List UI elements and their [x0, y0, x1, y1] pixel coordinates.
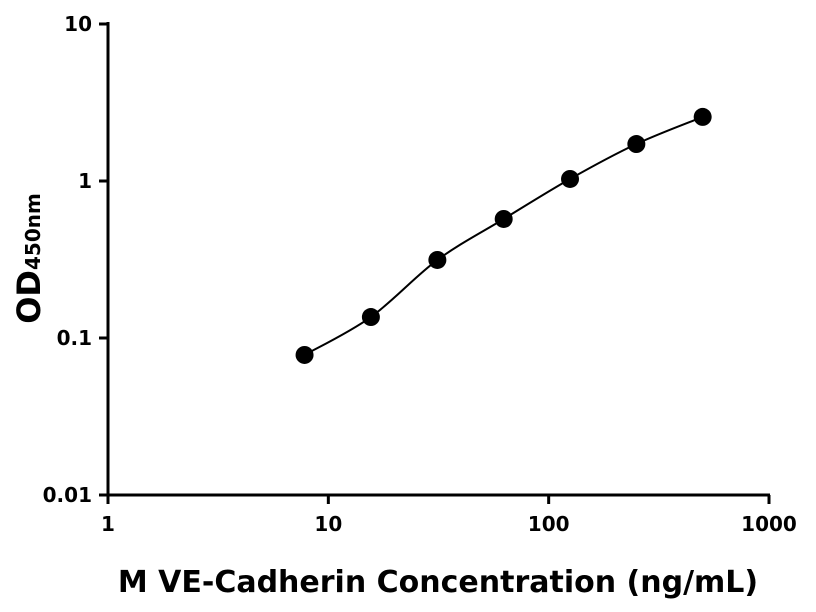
point — [627, 135, 646, 154]
x-tick-label: 1 — [101, 512, 115, 536]
x-tick-label: 100 — [528, 512, 570, 536]
y-tick-label: 0.01 — [43, 483, 92, 507]
point — [561, 169, 580, 188]
x-axis-title: M VE-Cadherin Concentration (ng/mL) — [118, 565, 758, 600]
point — [361, 308, 380, 327]
point — [295, 345, 314, 364]
y-tick-label: 10 — [64, 12, 92, 36]
x-tick-label: 1000 — [741, 512, 797, 536]
y-axis-title: OD — [10, 270, 48, 324]
x-tick-label: 10 — [314, 512, 342, 536]
point — [693, 107, 712, 126]
y-axis-title-group: OD 450nm — [10, 193, 48, 324]
y-tick-label: 0.1 — [57, 326, 92, 350]
y-tick-label: 1 — [78, 169, 92, 193]
point — [494, 209, 513, 228]
point — [428, 250, 447, 269]
y-axis-title-subscript: 450nm — [21, 193, 45, 270]
